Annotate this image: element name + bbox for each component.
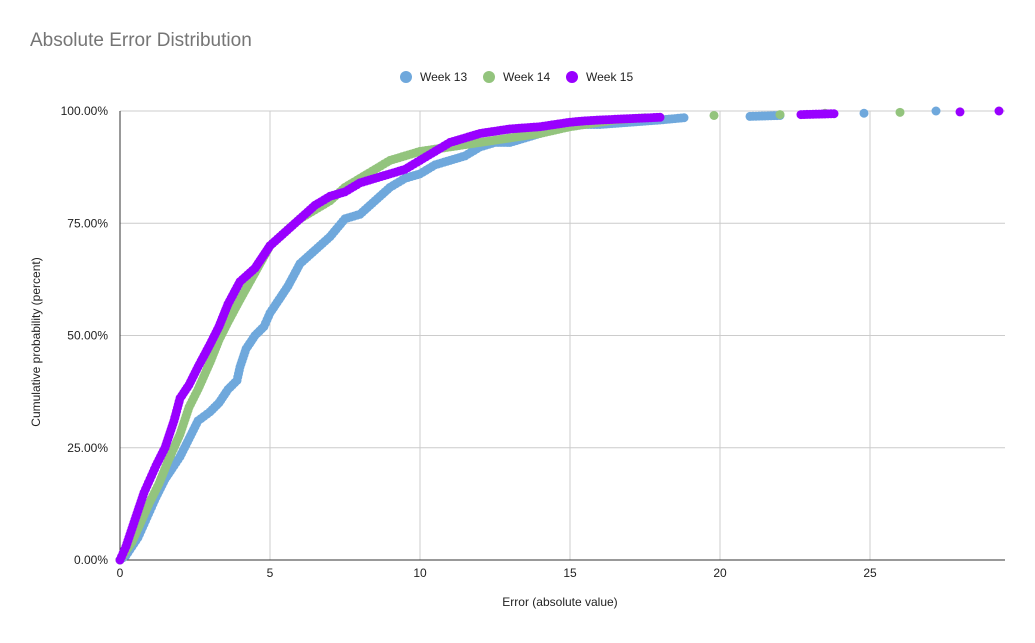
legend-item-week-13[interactable]: Week 13 — [400, 70, 467, 84]
legend-item-week-14[interactable]: Week 14 — [483, 70, 550, 84]
y-tick-label: 75.00% — [67, 216, 108, 230]
data-points — [115, 106, 1004, 565]
x-tick-label: 15 — [563, 566, 577, 580]
x-tick-label: 25 — [863, 566, 877, 580]
legend-item-week-15[interactable]: Week 15 — [566, 70, 633, 84]
y-axis-tick-labels: 0.00% 25.00% 50.00% 75.00% 100.00% — [61, 104, 109, 567]
x-tick-label: 20 — [713, 566, 727, 580]
x-tick-label: 10 — [413, 566, 427, 580]
legend-marker-week-14 — [483, 71, 495, 83]
legend-label-week-13: Week 13 — [420, 70, 467, 84]
data-point — [955, 107, 965, 117]
data-point — [895, 107, 905, 117]
x-axis-tick-labels: 0 5 10 15 20 25 — [117, 566, 877, 580]
data-point — [994, 106, 1004, 116]
series-week-14 — [115, 107, 905, 565]
legend-marker-week-13 — [400, 71, 412, 83]
data-point — [931, 106, 941, 116]
x-tick-label: 0 — [117, 566, 124, 580]
gridlines — [120, 110, 1005, 561]
series-week-15 — [115, 106, 1004, 565]
legend-label-week-14: Week 14 — [503, 70, 550, 84]
y-tick-label: 100.00% — [61, 104, 109, 118]
y-axis-label: Cumulative probability (percent) — [29, 257, 43, 426]
y-tick-label: 25.00% — [67, 441, 108, 455]
data-point — [709, 110, 719, 120]
legend: Week 13 Week 14 Week 15 — [400, 70, 633, 84]
axes — [119, 111, 1005, 561]
x-tick-label: 5 — [267, 566, 274, 580]
data-point — [655, 112, 665, 122]
x-axis-label: Error (absolute value) — [502, 595, 617, 609]
data-point — [859, 108, 869, 118]
data-point — [775, 110, 785, 120]
data-point — [679, 113, 689, 123]
y-tick-label: 0.00% — [74, 553, 108, 567]
chart-title: Absolute Error Distribution — [30, 30, 252, 51]
data-point — [829, 109, 839, 119]
legend-label-week-15: Week 15 — [586, 70, 633, 84]
y-tick-label: 50.00% — [67, 329, 108, 343]
legend-marker-week-15 — [566, 71, 578, 83]
